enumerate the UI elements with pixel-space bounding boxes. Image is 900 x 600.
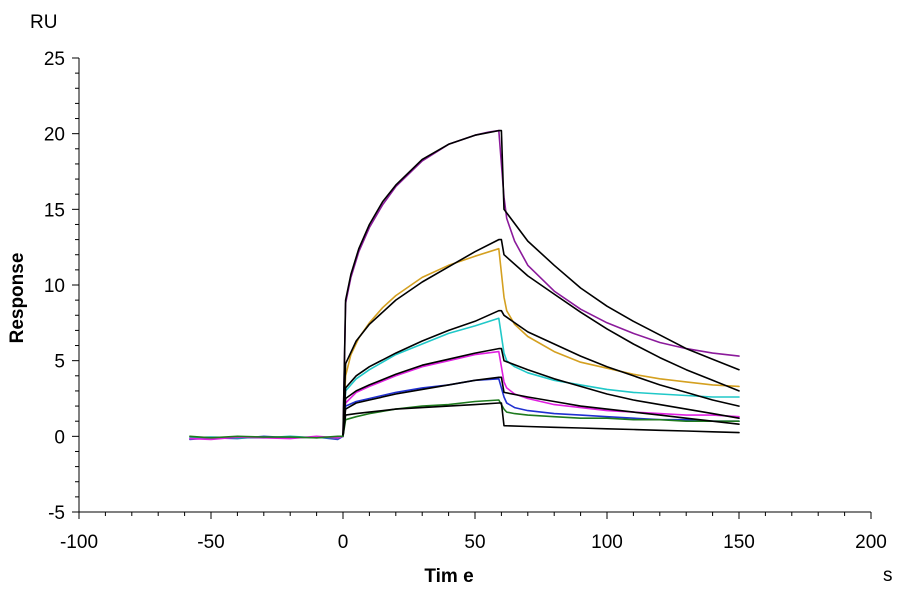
series-group — [189, 129, 740, 441]
response-curve-15 — [189, 435, 344, 439]
y-tick-label: 15 — [44, 200, 65, 221]
x-tick-label: 0 — [338, 532, 349, 553]
x-tick-label: -50 — [197, 532, 224, 553]
response-curve-0 — [342, 129, 740, 438]
y-unit-label: RU — [30, 12, 57, 33]
response-curve-3 — [342, 350, 740, 438]
fit-curve-9 — [342, 347, 740, 438]
x-axis-title: Tim e — [424, 566, 473, 587]
y-tick-label: 25 — [44, 49, 65, 70]
y-tick-label: 0 — [54, 427, 65, 448]
response-curve-14 — [189, 435, 344, 441]
x-tick-label: -100 — [60, 532, 98, 553]
response-curve-5 — [342, 399, 740, 438]
fit-curve-6 — [342, 129, 740, 438]
y-tick-label: 5 — [54, 352, 65, 373]
fit-curve-10 — [342, 376, 740, 438]
ticks — [72, 57, 872, 519]
y-tick-label: 10 — [44, 276, 65, 297]
y-axis-title: Response — [7, 253, 28, 344]
y-tick-label: -5 — [48, 503, 65, 524]
x-tick-label: 150 — [723, 532, 755, 553]
x-tick-label: 50 — [464, 532, 485, 553]
response-curve-2 — [342, 317, 740, 438]
axes — [78, 58, 871, 513]
y-tick-label: 20 — [44, 125, 65, 146]
x-tick-label: 200 — [855, 532, 887, 553]
x-tick-label: 100 — [591, 532, 623, 553]
x-unit-label: s — [883, 565, 893, 586]
fit-curve-8 — [342, 309, 740, 438]
fit-curve-7 — [342, 238, 740, 438]
fit-curve-11 — [342, 402, 740, 438]
